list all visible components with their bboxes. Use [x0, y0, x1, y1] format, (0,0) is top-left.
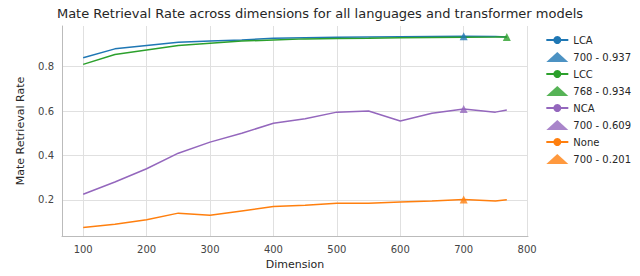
- svg-text:400: 400: [264, 244, 283, 255]
- svg-text:Mate Retrieval Rate: Mate Retrieval Rate: [14, 77, 27, 186]
- svg-text:LCA: LCA: [573, 35, 593, 46]
- svg-text:700: 700: [454, 244, 473, 255]
- svg-text:500: 500: [327, 244, 346, 255]
- svg-text:700 - 0.609: 700 - 0.609: [573, 120, 631, 131]
- svg-text:800: 800: [518, 244, 537, 255]
- svg-text:NCA: NCA: [573, 103, 594, 114]
- svg-text:300: 300: [200, 244, 219, 255]
- svg-text:LCC: LCC: [573, 69, 593, 80]
- svg-text:0.8: 0.8: [38, 61, 54, 72]
- svg-text:700 - 0.201: 700 - 0.201: [573, 154, 631, 165]
- svg-text:200: 200: [137, 244, 156, 255]
- svg-text:0.2: 0.2: [38, 194, 54, 205]
- svg-text:0.4: 0.4: [38, 150, 54, 161]
- svg-text:Dimension: Dimension: [266, 258, 324, 271]
- svg-text:None: None: [573, 137, 599, 148]
- svg-text:Mate Retrieval Rate across dim: Mate Retrieval Rate across dimensions fo…: [57, 6, 583, 21]
- svg-text:768 - 0.934: 768 - 0.934: [573, 86, 631, 97]
- svg-text:600: 600: [391, 244, 410, 255]
- svg-text:100: 100: [74, 244, 93, 255]
- svg-text:700 - 0.937: 700 - 0.937: [573, 52, 631, 63]
- svg-text:0.6: 0.6: [38, 106, 54, 117]
